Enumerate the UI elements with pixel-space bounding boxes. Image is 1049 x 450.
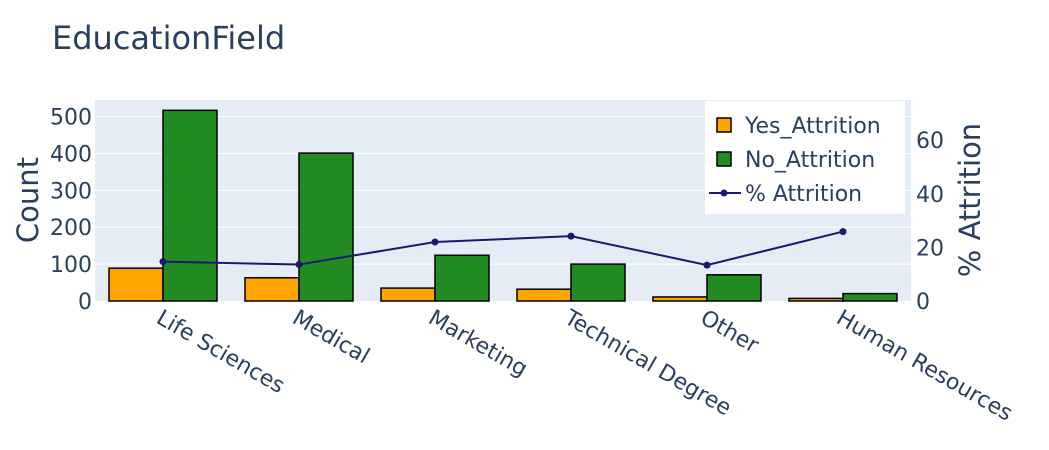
y-tick-label: 0: [78, 290, 92, 315]
x-axis-ticks: Life Sciences Medical Marketing Technical D…: [152, 305, 1017, 426]
y-tick-label: 400: [50, 142, 92, 167]
legend-label: Yes_Attrition: [744, 114, 881, 139]
legend-item-no-attrition[interactable]: No_Attrition: [716, 148, 875, 173]
legend-box: [705, 101, 905, 214]
x-tick-label: Life Sciences: [152, 306, 289, 399]
bar-marks: [108, 109, 898, 302]
legend-label: No_Attrition: [745, 148, 875, 173]
y-axis-title: Count: [11, 157, 45, 243]
legend-item-yes-attrition[interactable]: Yes_Attrition: [716, 114, 881, 139]
y2-tick-label: 20: [916, 236, 944, 261]
line-point-human-resources[interactable]: [839, 228, 847, 236]
line-point-life-sciences[interactable]: [159, 258, 167, 266]
bar-no-attrition-medical[interactable]: [298, 152, 354, 302]
bar-yes-attrition-marketing[interactable]: [380, 287, 436, 302]
bar-yes-attrition-other[interactable]: [652, 296, 708, 302]
x-tick-label: Other: [696, 306, 763, 359]
bar-no-attrition-marketing[interactable]: [434, 254, 490, 302]
y-axis-ticks: 0 100 200 300 400 500: [50, 106, 92, 315]
bar-no-attrition-life-sciences[interactable]: [162, 109, 218, 302]
legend[interactable]: Yes_Attrition No_Attrition % Attrition: [705, 101, 905, 214]
x-tick-label: Marketing: [424, 306, 531, 382]
line-point-marketing[interactable]: [431, 238, 439, 246]
x-tick-label: Medical: [288, 306, 374, 370]
line-point-medical[interactable]: [295, 261, 303, 269]
bar-no-attrition-other[interactable]: [706, 274, 762, 302]
legend-marker: [720, 189, 728, 197]
y2-tick-label: 0: [916, 290, 930, 315]
line-point-other[interactable]: [703, 261, 711, 269]
line-point-technical-degree[interactable]: [567, 232, 575, 240]
legend-item--attrition[interactable]: % Attrition: [709, 182, 862, 207]
legend-swatch: [716, 151, 732, 167]
chart-title: EducationField: [52, 19, 285, 57]
y2-tick-label: 40: [916, 183, 944, 208]
y-tick-label: 500: [50, 106, 92, 131]
y2-axis-title: % Attrition: [953, 123, 987, 277]
bar-no-attrition-human-resources[interactable]: [842, 292, 898, 302]
x-tick-label: Human Resources: [832, 306, 1017, 427]
line-attrition-rate[interactable]: [162, 230, 844, 267]
bar-yes-attrition-medical[interactable]: [244, 277, 300, 302]
legend-swatch: [716, 117, 732, 133]
bar-yes-attrition-technical-degree[interactable]: [516, 288, 572, 302]
y2-axis-ticks: 0 20 40 60: [916, 129, 944, 315]
y-tick-label: 200: [50, 216, 92, 241]
bar-yes-attrition-life-sciences[interactable]: [108, 267, 164, 302]
bar-no-attrition-technical-degree[interactable]: [570, 263, 626, 302]
y2-tick-label: 60: [916, 129, 944, 154]
y-tick-label: 300: [50, 179, 92, 204]
bar-yes-attrition-human-resources[interactable]: [788, 297, 844, 302]
legend-label: % Attrition: [745, 182, 862, 207]
y-tick-label: 100: [50, 253, 92, 278]
line-series: [159, 228, 847, 269]
